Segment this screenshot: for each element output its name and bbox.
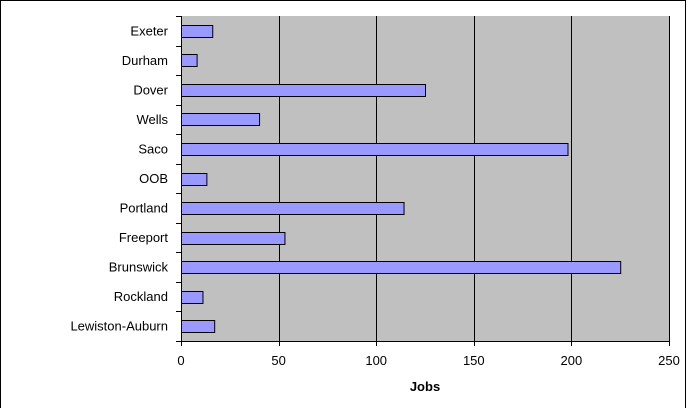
- category-label-lewiston-auburn: Lewiston-Auburn: [70, 319, 168, 334]
- category-label-rockland: Rockland: [114, 289, 168, 304]
- bar-oob: [181, 173, 208, 186]
- x-axis-title: Jobs: [410, 379, 440, 394]
- x-tick-label-200: 200: [561, 353, 583, 368]
- category-label-durham: Durham: [122, 53, 168, 68]
- axes: [176, 16, 670, 346]
- bar-brunswick: [181, 261, 622, 274]
- x-tick-label-250: 250: [658, 353, 680, 368]
- bar-lewiston-auburn: [181, 320, 216, 333]
- x-tick-label-100: 100: [365, 353, 387, 368]
- bar-rockland: [181, 291, 204, 304]
- bar-dover: [181, 84, 426, 97]
- x-tick-label-0: 0: [177, 353, 184, 368]
- category-label-portland: Portland: [120, 201, 168, 216]
- grid-lines: [279, 16, 670, 341]
- category-label-saco: Saco: [138, 141, 168, 156]
- bar-wells: [181, 113, 261, 126]
- bar-portland: [181, 202, 405, 215]
- bar-freeport: [181, 232, 286, 245]
- category-label-wells: Wells: [136, 112, 168, 127]
- x-tick-label-50: 50: [271, 353, 285, 368]
- plot-area: [181, 16, 669, 341]
- x-tick-labels: 0 50 100 150 200 250: [177, 353, 679, 368]
- bar-saco: [181, 143, 569, 156]
- category-labels: Exeter Durham Dover Wells Saco OOB Portland Fre…: [70, 23, 168, 333]
- category-label-oob: OOB: [139, 171, 168, 186]
- category-label-exeter: Exeter: [130, 23, 168, 38]
- bar-exeter: [181, 25, 214, 38]
- x-tick-label-150: 150: [463, 353, 485, 368]
- bar-durham: [181, 54, 198, 67]
- category-label-freeport: Freeport: [119, 230, 169, 245]
- category-label-brunswick: Brunswick: [109, 260, 169, 275]
- category-label-dover: Dover: [133, 82, 168, 97]
